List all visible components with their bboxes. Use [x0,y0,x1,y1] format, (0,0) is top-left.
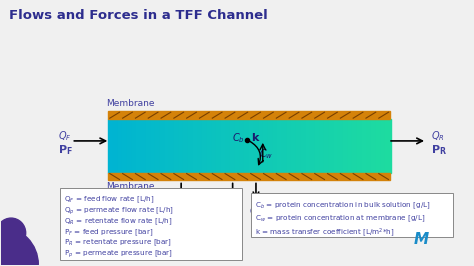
Bar [362,119,367,173]
Bar [319,119,325,173]
Bar [329,119,334,173]
Bar [211,119,217,173]
Bar [301,119,306,173]
Text: k: k [251,133,258,143]
Bar [164,119,170,173]
Text: C$_b$ = protein concentration in bulk solution [g/L]: C$_b$ = protein concentration in bulk so… [255,200,431,211]
Bar [151,119,156,173]
Bar [146,119,151,173]
Bar [188,119,193,173]
Bar [277,119,283,173]
Bar [108,173,390,181]
Text: P$_F$ = feed pressure [bar]: P$_F$ = feed pressure [bar] [64,227,153,238]
Text: $C_b$: $C_b$ [233,131,245,145]
Bar [179,119,184,173]
Text: $Q_F$: $Q_F$ [58,129,72,143]
Text: P$_p$ = permeate pressure [bar]: P$_p$ = permeate pressure [bar] [64,249,173,260]
Bar [132,119,137,173]
Bar [249,119,255,173]
Text: C$_w$ = protein concentration at membrane [g/L]: C$_w$ = protein concentration at membran… [255,213,426,224]
Bar [324,119,329,173]
Bar [258,119,264,173]
Bar [366,119,372,173]
Bar [155,119,160,173]
Text: Q$_R$ = retentate flow rate [L/h]: Q$_R$ = retentate flow rate [L/h] [64,216,173,227]
Bar [240,119,245,173]
Bar [315,119,320,173]
Bar [385,119,391,173]
Bar [343,119,348,173]
Bar [122,119,128,173]
Bar [334,119,339,173]
Bar [127,119,132,173]
Bar [273,119,278,173]
Bar [235,119,240,173]
Bar [193,119,198,173]
Bar [348,119,353,173]
Bar [60,188,242,260]
Wedge shape [1,227,38,265]
Bar [251,193,453,237]
Bar [296,119,301,173]
Bar [169,119,174,173]
Bar [263,119,268,173]
Bar [353,119,358,173]
Text: Membrane: Membrane [106,99,155,108]
Bar [254,119,259,173]
Text: $C_w$: $C_w$ [259,147,273,161]
Text: Membrane: Membrane [106,182,155,192]
Ellipse shape [0,218,26,248]
Bar [226,119,231,173]
Text: P$_R$ = retentate pressure [bar]: P$_R$ = retentate pressure [bar] [64,238,172,248]
Bar [108,111,390,119]
Bar [268,119,273,173]
Text: $\bf{P_F}$: $\bf{P_F}$ [58,143,73,157]
Bar [292,119,297,173]
Bar [221,119,226,173]
Bar [174,119,179,173]
Bar [207,119,212,173]
Bar [198,119,203,173]
Bar [230,119,236,173]
Bar [137,119,142,173]
Bar [202,119,208,173]
Bar [245,119,250,173]
Text: M: M [414,232,428,247]
Text: $Q_R$: $Q_R$ [431,129,445,143]
Text: Q$_F$ = feed flow rate [L/h]: Q$_F$ = feed flow rate [L/h] [64,194,154,205]
Bar [113,119,118,173]
Bar [287,119,292,173]
Bar [183,119,189,173]
Bar [306,119,310,173]
Text: Flows and Forces in a TFF Channel: Flows and Forces in a TFF Channel [9,9,268,22]
Bar [357,119,362,173]
Text: TMP: TMP [167,204,191,214]
Bar [160,119,165,173]
Text: Q$_p$ = permeate flow rate [L/h]: Q$_p$ = permeate flow rate [L/h] [64,205,173,217]
Bar [141,119,146,173]
Text: $P_p$: $P_p$ [227,204,238,219]
Text: $Q_p$: $Q_p$ [249,204,263,219]
Bar [338,119,344,173]
Bar [216,119,221,173]
Text: $\bf{P_R}$: $\bf{P_R}$ [431,143,447,157]
Bar [376,119,381,173]
Bar [118,119,123,173]
Text: k = mass transfer coefficient [L/m$^2$*h]: k = mass transfer coefficient [L/m$^2$*h… [255,226,395,239]
Bar [381,119,386,173]
Bar [108,119,113,173]
Bar [371,119,376,173]
Bar [310,119,315,173]
Bar [282,119,287,173]
